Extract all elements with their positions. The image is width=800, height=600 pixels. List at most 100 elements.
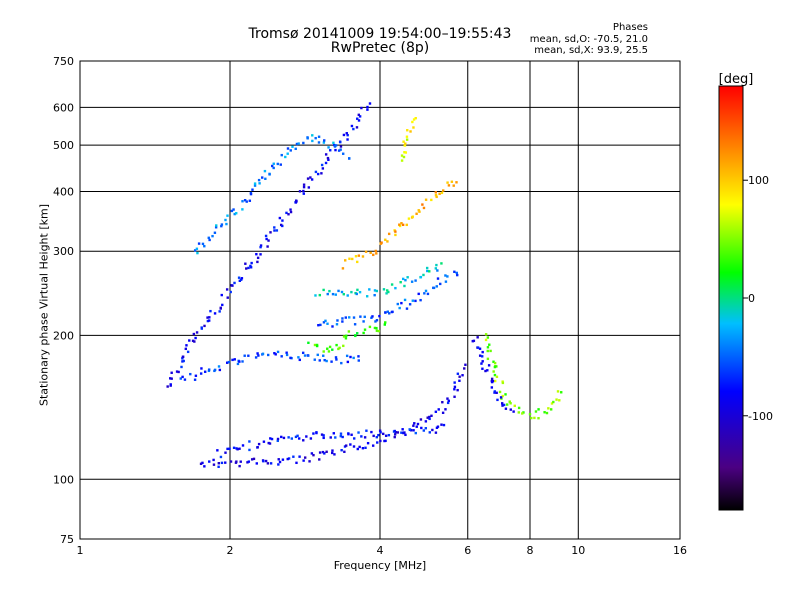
echo-point (357, 355, 360, 358)
echo-point (203, 324, 206, 328)
echo-point (247, 266, 250, 270)
echo-point (317, 135, 321, 138)
echo-point (530, 416, 533, 420)
echo-point (453, 385, 457, 389)
echo-point (334, 356, 338, 359)
echo-point (201, 242, 205, 246)
echo-point (348, 316, 351, 319)
echo-point (410, 280, 414, 283)
echo-point (501, 394, 504, 398)
echo-point (277, 463, 280, 466)
echo-point (400, 159, 404, 162)
echo-point (181, 357, 184, 360)
echo-point (356, 117, 359, 120)
echo-point (237, 359, 240, 363)
echo-point (170, 377, 173, 380)
echo-point (302, 141, 305, 145)
echo-point (243, 199, 247, 202)
echo-point (484, 333, 488, 336)
echo-point (264, 177, 267, 181)
echo-point (273, 229, 276, 232)
chart-title: Tromsø 20141009 19:54:00–19:55:43 (248, 26, 512, 42)
echo-point (481, 355, 484, 358)
echo-point (285, 351, 288, 354)
echo-point (444, 274, 447, 277)
echo-point (316, 353, 319, 357)
echo-point (383, 439, 386, 443)
echo-point (345, 132, 348, 135)
echo-point (203, 370, 207, 373)
echo-point (208, 460, 211, 463)
echo-point (349, 443, 352, 446)
echo-point (402, 140, 405, 143)
echo-point (347, 330, 351, 333)
echo-point (415, 425, 418, 428)
echo-point (440, 262, 443, 265)
echo-point (334, 436, 337, 439)
echo-point (414, 279, 417, 282)
echo-point (464, 363, 467, 366)
echo-point (358, 115, 362, 118)
echo-point (387, 433, 391, 437)
echo-point (256, 446, 259, 449)
echo-point (423, 292, 426, 295)
echo-point (492, 360, 495, 363)
echo-point (412, 429, 415, 432)
echo-point (405, 135, 409, 138)
echo-point (269, 231, 272, 234)
echo-point (218, 368, 222, 372)
echo-point (481, 360, 484, 363)
echo-point (256, 256, 260, 260)
echo-point (453, 388, 456, 391)
echo-point (393, 229, 396, 232)
echo-point (353, 437, 356, 440)
echo-point (358, 290, 362, 294)
echo-point (420, 426, 423, 430)
echo-point (284, 155, 287, 159)
echo-point (411, 120, 414, 124)
echo-point (249, 266, 253, 269)
echo-point (360, 435, 363, 438)
echo-point (493, 391, 496, 394)
echo-point (558, 399, 561, 402)
echo-point (236, 362, 240, 366)
y-tick-label: 500 (53, 139, 74, 152)
echo-point (364, 250, 368, 253)
echo-point (357, 431, 360, 434)
echo-point (471, 339, 474, 343)
echo-point (353, 323, 357, 326)
echo-point (405, 223, 408, 227)
echo-point (219, 455, 223, 459)
echo-point (435, 195, 438, 199)
echo-point (277, 458, 280, 461)
echo-point (295, 142, 299, 146)
echo-point (194, 336, 197, 340)
echo-point (436, 277, 440, 280)
echo-point (393, 435, 396, 439)
echo-point (269, 462, 273, 465)
echo-point (412, 424, 415, 427)
echo-point (271, 164, 274, 168)
echo-point (235, 212, 238, 215)
echo-point (322, 141, 326, 144)
echo-point (344, 337, 348, 340)
echo-point (426, 416, 429, 419)
echo-point (199, 462, 203, 465)
echo-point (407, 217, 411, 220)
echo-point (336, 319, 339, 322)
echo-point (339, 145, 343, 148)
echo-point (286, 457, 289, 461)
echo-point (261, 459, 265, 462)
echo-point (333, 145, 337, 148)
echo-point (266, 462, 270, 465)
echo-point (490, 380, 494, 384)
echo-point (550, 402, 554, 405)
echo-point (502, 403, 506, 407)
echo-point (244, 262, 247, 265)
echo-point (301, 351, 305, 355)
echo-point (334, 148, 337, 152)
echo-point (207, 368, 211, 371)
echo-point (181, 375, 184, 379)
echo-point (453, 270, 456, 273)
echo-point (345, 334, 348, 337)
